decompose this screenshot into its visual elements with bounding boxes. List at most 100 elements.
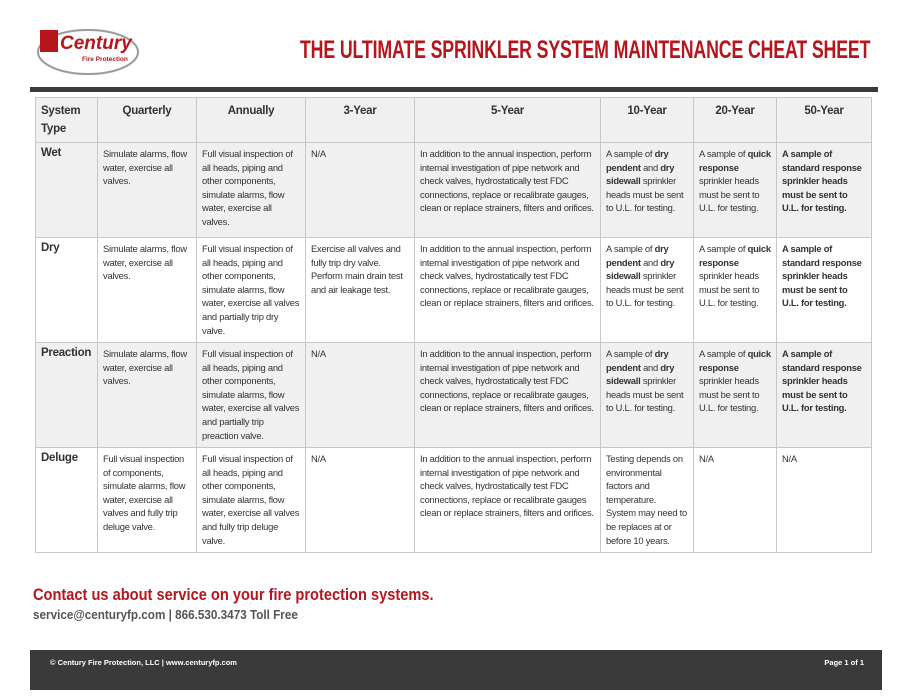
cell-text: sprinkler heads must be sent to U.L. for… xyxy=(606,270,684,309)
cell-text: A sample of standard response sprinkler … xyxy=(782,148,862,214)
cell-text: sprinkler heads must be sent to U.L. for… xyxy=(699,270,760,309)
table-row: Preaction Simulate alarms, flow water, ex… xyxy=(35,342,872,448)
cell-text: dry pendent xyxy=(606,348,669,373)
cell-text: A sample of xyxy=(606,348,655,359)
contact-details: service@centuryfp.com | 866.530.3473 Tol… xyxy=(33,607,298,622)
table-cell: A sample of dry pendent and dry sidewall… xyxy=(600,237,694,343)
cell-text: Full visual inspection of all heads, pip… xyxy=(202,348,300,441)
table-cell: In addition to the annual inspection, pe… xyxy=(414,237,601,343)
cell-text: N/A xyxy=(782,453,797,464)
table-cell: A sample of quick response sprinkler hea… xyxy=(693,342,777,448)
table-cell: Exercise all valves and fully trip dry v… xyxy=(305,237,415,343)
cell-text: sprinkler heads must be sent to U.L. for… xyxy=(699,375,760,414)
table-cell: Full visual inspection of all heads, pip… xyxy=(196,342,306,448)
table-cell: Simulate alarms, flow water, exercise al… xyxy=(97,342,197,448)
header-row: System Type Quarterly Annually 3-Year 5-Year… xyxy=(35,97,872,143)
cell-text: dry sidewall xyxy=(606,161,675,187)
table-row: Wet Simulate alarms, flow water, exercise… xyxy=(35,142,872,238)
system-type: Preaction xyxy=(35,342,98,448)
table-row: Deluge Full visual inspection of componen… xyxy=(35,447,872,553)
column-header: 10-Year xyxy=(600,97,694,143)
cell-text: dry sidewall xyxy=(606,256,675,282)
cell-text: A sample of xyxy=(699,148,748,159)
cell-text: N/A xyxy=(311,348,326,359)
cell-text: A sample of xyxy=(606,243,655,254)
table-cell: A sample of quick response sprinkler hea… xyxy=(693,142,777,238)
table-cell: N/A xyxy=(776,447,872,553)
table-cell: Testing depends on environmental factors… xyxy=(600,447,694,553)
table-cell: Full visual inspection of all heads, pip… xyxy=(196,237,306,343)
table-cell: In addition to the annual inspection, pe… xyxy=(414,142,601,238)
footer: © Century Fire Protection, LLC | www.cen… xyxy=(30,650,882,690)
logo: Century Fire Protection xyxy=(37,29,139,75)
table-body: Wet Simulate alarms, flow water, exercise… xyxy=(35,142,872,553)
column-header: Quarterly xyxy=(97,97,197,143)
cell-text: dry pendent xyxy=(606,243,669,268)
cell-text: Simulate alarms, flow water, exercise al… xyxy=(103,243,187,282)
cell-text: A sample of xyxy=(699,243,748,254)
table-cell: N/A xyxy=(305,342,415,448)
cell-text: In addition to the annual inspection, pe… xyxy=(420,243,594,309)
table-cell: Full visual inspection of components, si… xyxy=(97,447,197,553)
cell-text: N/A xyxy=(699,453,714,464)
table-cell: N/A xyxy=(693,447,777,553)
contact-heading: Contact us about service on your fire pr… xyxy=(33,585,434,604)
logo-tagline: Fire Protection xyxy=(82,56,128,63)
cell-text: dry pendent xyxy=(606,148,669,173)
cell-text: A sample of xyxy=(606,148,655,159)
cell-text: and xyxy=(640,361,661,373)
cell-text: sprinkler heads must be sent to U.L. for… xyxy=(699,175,760,214)
cell-text: Simulate alarms, flow water, exercise al… xyxy=(103,348,187,387)
table-cell: Simulate alarms, flow water, exercise al… xyxy=(97,142,197,238)
table-cell: N/A xyxy=(305,142,415,238)
table-row: Dry Simulate alarms, flow water, exercise… xyxy=(35,237,872,343)
title: THE ULTIMATE SPRINKLER SYSTEM MAINTENANC… xyxy=(299,36,870,64)
table-cell: N/A xyxy=(305,447,415,553)
table-cell: A sample of standard response sprinkler … xyxy=(776,237,872,343)
column-header: 5-Year xyxy=(414,97,601,143)
cell-text: and xyxy=(640,161,661,173)
table-cell: A sample of standard response sprinkler … xyxy=(776,342,872,448)
cell-text: and xyxy=(640,256,661,268)
logo-mark xyxy=(40,30,58,52)
table-cell: Full visual inspection of all heads, pip… xyxy=(196,447,306,553)
cell-text: N/A xyxy=(311,453,326,464)
column-header: 50-Year xyxy=(776,97,872,143)
column-header: System Type xyxy=(35,97,98,143)
table-cell: Full visual inspection of all heads, pip… xyxy=(196,142,306,238)
divider xyxy=(30,87,878,92)
cell-text: In addition to the annual inspection, pe… xyxy=(420,148,594,214)
logo-name: Century xyxy=(60,33,133,54)
column-header: 20-Year xyxy=(693,97,777,143)
cell-text: sprinkler heads must be sent to U.L. for… xyxy=(606,175,684,214)
cell-text: Full visual inspection of components, si… xyxy=(103,453,186,532)
column-header: 3-Year xyxy=(305,97,415,143)
table-cell: A sample of dry pendent and dry sidewall… xyxy=(600,342,694,448)
cell-text: A sample of standard response sprinkler … xyxy=(782,348,862,414)
maintenance-table: System Type Quarterly Annually 3-Year 5-Year… xyxy=(35,97,872,553)
table-cell: A sample of standard response sprinkler … xyxy=(776,142,872,238)
cell-text: N/A xyxy=(311,148,326,159)
cell-text: quick response xyxy=(699,243,771,268)
cell-text: quick response xyxy=(699,148,771,173)
logo-ring xyxy=(37,29,139,75)
cell-text: A sample of standard response sprinkler … xyxy=(782,243,862,309)
cell-text: Full visual inspection of all heads, pip… xyxy=(202,243,300,336)
cell-text: A sample of xyxy=(699,348,748,359)
cell-text: Full visual inspection of all heads, pip… xyxy=(202,148,293,227)
table-cell: In addition to the annual inspection, pe… xyxy=(414,342,601,448)
table-cell: Simulate alarms, flow water, exercise al… xyxy=(97,237,197,343)
system-type: Dry xyxy=(35,237,98,343)
table-cell: In addition to the annual inspection, pe… xyxy=(414,447,601,553)
cell-text: Testing depends on environmental factors… xyxy=(606,453,687,546)
cell-text: In addition to the annual inspection, pe… xyxy=(420,453,594,519)
cell-text: Simulate alarms, flow water, exercise al… xyxy=(103,148,187,187)
cell-text: dry sidewall xyxy=(606,361,675,387)
cell-text: Full visual inspection of all heads, pip… xyxy=(202,453,300,546)
copyright: © Century Fire Protection, LLC | www.cen… xyxy=(50,658,237,667)
table-cell: A sample of quick response sprinkler hea… xyxy=(693,237,777,343)
table-cell: A sample of dry pendent and dry sidewall… xyxy=(600,142,694,238)
system-type: Deluge xyxy=(35,447,98,553)
cell-text: sprinkler heads must be sent to U.L. for… xyxy=(606,375,684,414)
